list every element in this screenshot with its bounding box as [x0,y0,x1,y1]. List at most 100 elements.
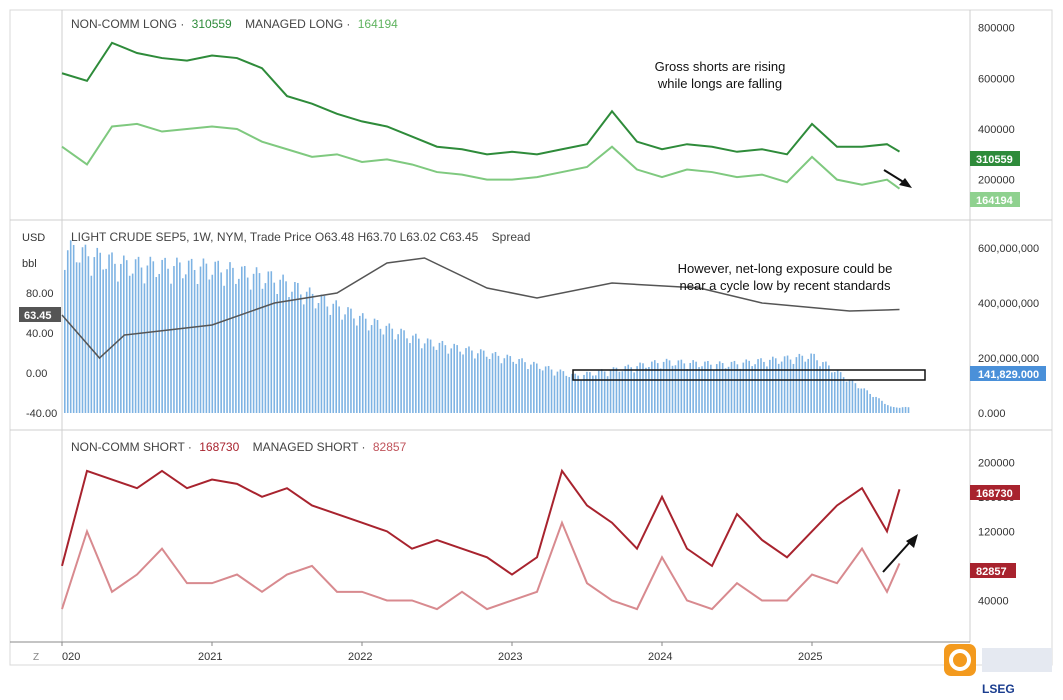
spread-bar [680,359,683,413]
spread-bar [538,368,541,413]
spread-bar [695,361,697,413]
spread-bar [618,371,621,413]
spread-bar [568,377,571,413]
x-tick-label: 2025 [798,651,822,663]
spread-bar [798,353,801,413]
spread-bar [223,285,225,413]
spread-bar [341,319,343,413]
spread-bar [338,306,340,413]
spread-bar [521,358,523,413]
spread-bar [78,262,81,413]
spread-bar [724,368,727,413]
spread-bar [359,315,361,413]
spread-bar [117,281,119,413]
spread-bar [468,346,470,413]
spread-bar [748,360,750,413]
spread-bar [376,320,379,413]
managed-long-badge-text: 164194 [976,195,1014,207]
spread-bar [87,256,90,413]
spread-bar [491,353,494,413]
spread-bar [347,307,349,413]
spread-bar [642,363,644,413]
spread-bar [730,361,733,413]
middle-annotation-line1: However, net-long exposure could be [677,261,893,276]
spread-bar [813,353,815,413]
spread-bar [373,318,376,413]
spread-bar [541,370,544,413]
spread-bar [772,356,774,413]
spread-bar [459,351,461,413]
noncomm-long-badge-text: 310559 [976,154,1013,166]
spread-bar [125,260,128,413]
spread-bar [450,348,453,413]
spread-bar [624,366,627,413]
spread-bar [155,277,158,413]
noncomm-short-line [61,468,901,576]
spread-bar [226,269,228,413]
spread-bar [556,371,559,413]
z-button[interactable]: Z [32,652,40,663]
spread-bar [777,363,780,413]
top-annotation-line2: while longs are falling [657,76,783,91]
spread-bar [816,360,818,413]
spread-bar [164,257,166,413]
spread-bar [243,266,246,413]
spread-bar [527,369,529,413]
bottom-y-tick-label: 40000 [978,595,1009,607]
crude-price-line [61,257,900,360]
spread-bar [447,353,450,413]
spread-bar [96,247,99,413]
spread-bar [574,373,576,413]
spread-bar [261,288,264,413]
spread-bar [220,272,222,413]
huijin-logo [940,642,1056,682]
spread-bar [279,279,281,413]
spread-bar [774,358,777,413]
spread-bar [651,361,653,413]
spread-bar [344,314,346,413]
spread-bar [482,350,485,413]
middle-annotation-line2: near a cycle low by recent standards [679,278,891,293]
spread-bar [332,303,335,413]
spread-bar [400,328,402,413]
spread-bar [757,359,759,413]
spread-bar [621,371,624,413]
spread-bar [66,250,69,413]
managed-short-badge-text: 82857 [976,566,1007,578]
noncomm-long-badge [970,151,1020,166]
spread-bar [267,271,270,413]
spread-bar [565,375,568,413]
spread-bar [308,287,311,413]
spread-bar [506,354,509,413]
noncomm-short-badge-text: 168730 [976,488,1013,500]
spread-bar [294,282,296,413]
spread-bar [479,349,482,413]
spread-bar [444,345,447,413]
spread-bar [839,372,842,413]
spread-bar [662,361,665,413]
spread-bar [586,371,588,413]
spread-bar [721,363,724,413]
spread-bar [825,361,827,413]
managed-long-line [61,122,901,190]
spread-bar [907,407,910,413]
spread-bar [229,262,231,413]
spread-bar [93,257,96,413]
spread-bar [524,362,526,413]
spread-bar [441,340,444,413]
noncomm-short-badge [970,485,1020,500]
spread-bar [689,362,691,413]
spread-bar [733,360,736,413]
spread-bar [857,388,860,413]
spread-bar [801,355,804,413]
spread-bar [503,358,506,413]
top-y-tick-label: 200000 [978,175,1015,187]
spread-bar [429,339,432,413]
left-y-tick-label: 80.00 [26,288,54,300]
price-badge [19,307,61,322]
spread-bar [108,254,110,413]
spread-bar [412,335,414,413]
spread-bar [131,273,134,413]
spread-bar [627,364,630,413]
spread-bar [875,396,877,413]
